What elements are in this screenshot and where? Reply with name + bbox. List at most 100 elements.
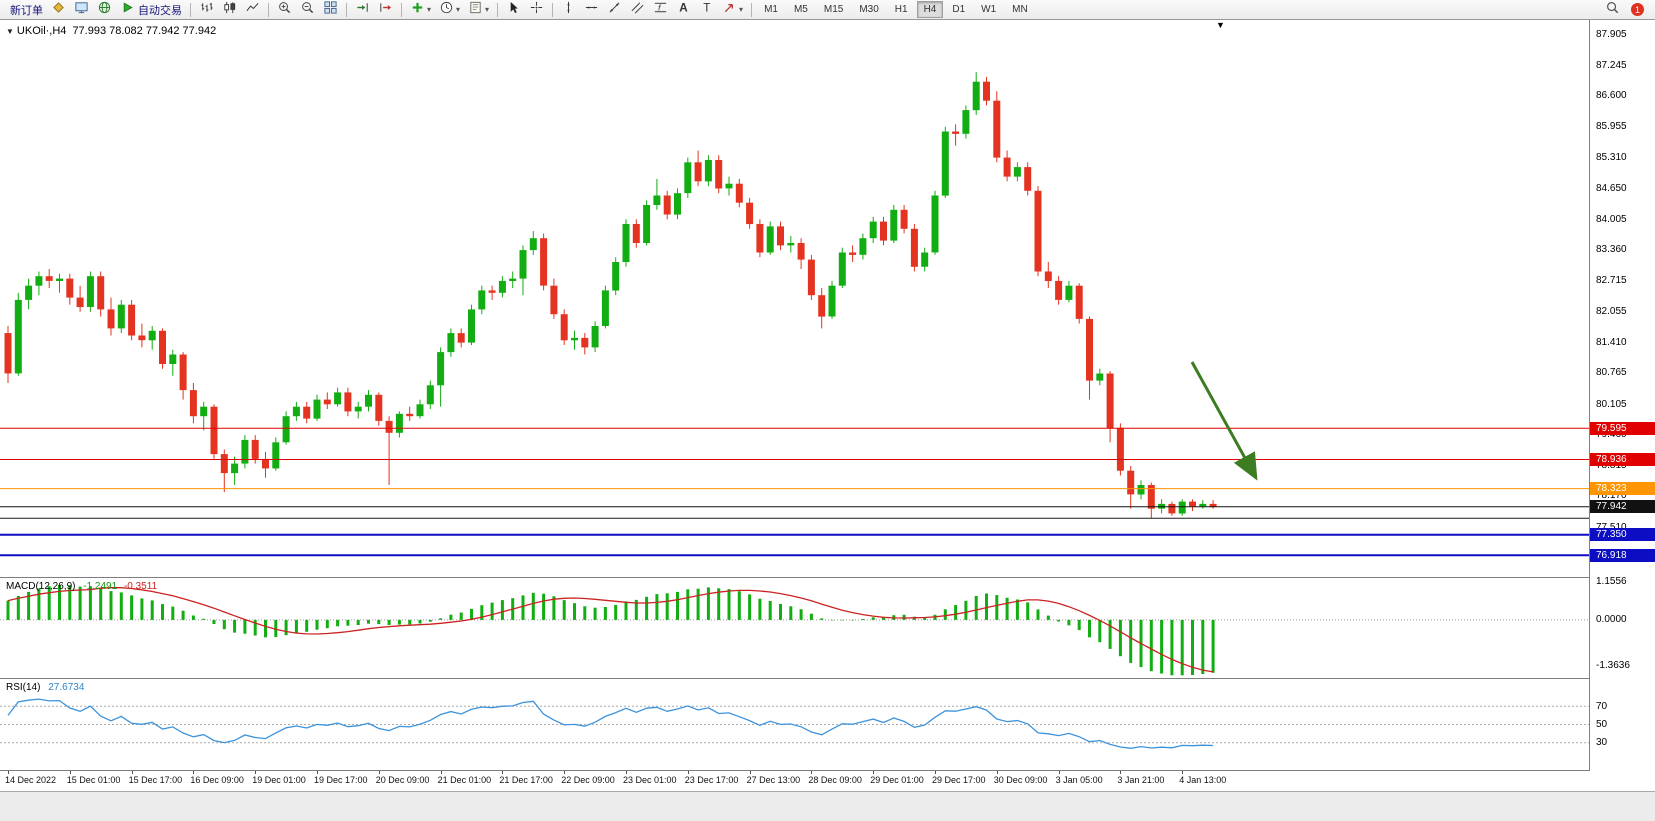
timeframe-d1-button[interactable]: D1 [952, 4, 966, 15]
timeframe-mn-button[interactable]: MN [1012, 4, 1028, 15]
collapse-chart-icon[interactable]: ▼ [6, 27, 14, 36]
time-label: 22 Dec 09:00 [561, 775, 615, 785]
navigator-button[interactable] [93, 1, 116, 19]
rsi-scale-label: 70 [1596, 700, 1608, 712]
price-line-label: 77.350 [1590, 528, 1655, 542]
toolbar-separator [751, 2, 753, 17]
macd-main-value: -1.2491 [83, 581, 118, 592]
time-label: 19 Dec 01:00 [252, 775, 306, 785]
zoom-in-button[interactable] [273, 1, 296, 19]
price-scale[interactable]: 87.905 87.245 86.600 85.955 85.310 84.650 84.0… [1589, 20, 1655, 771]
vertical-line-button[interactable] [557, 1, 580, 19]
price-scale-label: 80.105 [1596, 398, 1627, 410]
horizontal-line-button[interactable] [580, 1, 603, 19]
chart-shift-button[interactable] [374, 1, 397, 19]
rsi-name: RSI(14) [6, 682, 41, 693]
toolbar-separator [497, 2, 499, 17]
price-line-label: 78.323 [1590, 482, 1655, 496]
timeframe-m5-button[interactable]: M5 [793, 4, 808, 15]
trendline-button[interactable] [603, 1, 626, 19]
autotrade-icon [120, 0, 135, 20]
notification-badge[interactable]: 1 [1631, 3, 1644, 16]
price-scale-label: 83.360 [1596, 244, 1627, 256]
svg-text:f: f [658, 2, 662, 12]
dropdown-caret-icon: ▾ [485, 5, 490, 14]
timeframe-m30-button[interactable]: M30 [859, 4, 879, 15]
price-scale-label: 80.765 [1596, 367, 1627, 379]
timeframe-w1-button[interactable]: W1 [981, 4, 997, 15]
panel-splitter[interactable] [0, 577, 1655, 578]
price-line-label: 77.942 [1590, 500, 1655, 514]
price-chart[interactable] [0, 20, 1589, 577]
macd-name: MACD(12,26,9) [6, 581, 76, 592]
market-watch-button[interactable] [70, 1, 93, 19]
arrows-icon [722, 0, 737, 20]
time-tick [502, 771, 504, 774]
chart-ohlc-values: 77.993 78.082 77.942 77.942 [72, 25, 217, 37]
panel-splitter[interactable] [0, 770, 1655, 771]
new-order-button[interactable]: 新订单 [3, 1, 47, 19]
zoom-out-button[interactable] [296, 1, 319, 19]
panel-splitter[interactable] [0, 678, 1655, 679]
price-scale-label: 86.600 [1596, 90, 1627, 102]
chartshift-icon [378, 0, 393, 20]
periods-button[interactable]: ▾ [435, 1, 464, 19]
line-chart-button[interactable] [241, 1, 264, 19]
channel-button[interactable] [626, 1, 649, 19]
time-label: 3 Jan 05:00 [1055, 775, 1103, 785]
time-label: 16 Dec 09:00 [190, 775, 244, 785]
cursor-button[interactable] [502, 1, 525, 19]
new-chart-button[interactable] [47, 1, 70, 19]
macd-panel[interactable] [0, 578, 1589, 678]
rsi-scale-label: 50 [1596, 719, 1608, 730]
toolbar-separator [190, 2, 191, 17]
indicators-button[interactable]: ▾ [406, 1, 435, 19]
price-scale-label: 87.905 [1596, 28, 1627, 40]
timeframe-h1-button[interactable]: H1 [894, 4, 908, 15]
arrows-button[interactable]: ▾ [718, 1, 747, 19]
time-axis[interactable]: 14 Dec 2022 15 Dec 01:00 15 Dec 17:00 16 De… [0, 771, 1589, 791]
chart-shift-marker-icon[interactable]: ▼ [1216, 20, 1225, 30]
price-scale-label: 84.650 [1596, 182, 1627, 194]
time-label: 21 Dec 01:00 [437, 775, 492, 785]
time-label: 29 Dec 01:00 [870, 775, 924, 785]
bars-icon [199, 0, 214, 20]
time-tick [8, 771, 9, 774]
price-scale-label: 84.005 [1596, 213, 1627, 225]
toolbar-separator [401, 2, 402, 17]
time-tick [564, 771, 566, 774]
crosshair-button[interactable] [525, 1, 548, 19]
autoscroll-icon [355, 0, 370, 20]
fibonacci-button[interactable]: f [649, 1, 672, 19]
macd-title: MACD(12,26,9) -1.2491 -0.3511 [6, 581, 157, 592]
rsi-panel[interactable] [0, 679, 1589, 770]
templates-button[interactable]: ▾ [464, 1, 493, 19]
toolbar-separator [552, 2, 554, 17]
textA-icon: A [676, 0, 691, 20]
auto-scroll-button[interactable] [351, 1, 374, 19]
text-button[interactable]: A [672, 1, 695, 19]
bar-chart-button[interactable] [195, 1, 218, 19]
price-scale-label: 85.310 [1596, 151, 1627, 163]
main-toolbar: 新订单 自动交易 ▾ ▾ ▾ f A T ▾ M1 M5 M15 M30 H1 H4 D1 W1 MN 1 [0, 0, 1655, 20]
search-button[interactable] [1601, 1, 1624, 19]
price-scale-label: 85.955 [1596, 121, 1627, 132]
tile-windows-button[interactable] [319, 0, 342, 19]
autotrading-button[interactable]: 自动交易 [116, 1, 186, 19]
time-tick [255, 771, 257, 774]
timeframe-m15-button[interactable]: M15 [823, 4, 844, 15]
toolbar-separator [268, 2, 269, 17]
price-scale-label: 78.170 [1596, 490, 1627, 502]
candlestick-chart-button[interactable] [218, 1, 241, 19]
price-line-label: 79.595 [1590, 421, 1655, 435]
time-tick [131, 771, 133, 774]
time-label: 29 Dec 17:00 [932, 775, 986, 785]
hline-icon [584, 0, 599, 20]
timeframe-h4-button[interactable]: H4 [916, 1, 944, 18]
svg-text:A: A [679, 1, 688, 14]
monitor-icon [74, 0, 89, 20]
timeframe-m1-button[interactable]: M1 [764, 4, 778, 15]
label-button[interactable]: T [695, 1, 718, 19]
rsi-scale-label: 30 [1596, 737, 1608, 749]
